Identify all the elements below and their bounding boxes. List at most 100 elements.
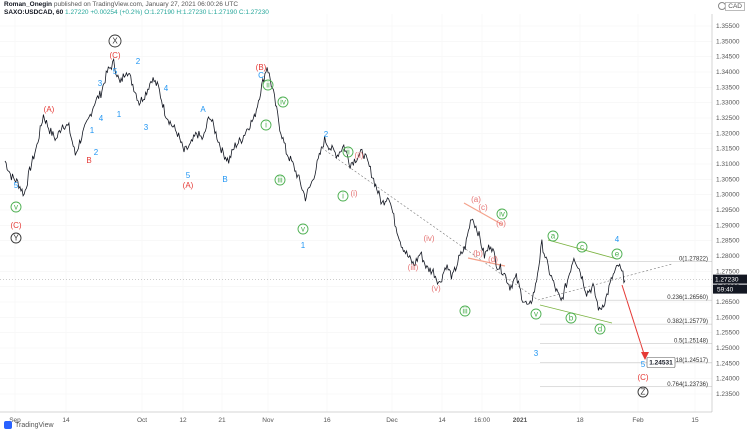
wave-circle-label: i [342,192,344,201]
wave-label: (c) [478,203,488,212]
wave-label: (A) [183,181,194,190]
wave-circle [342,146,354,158]
fib-label: 0.236(1.26560) [667,295,708,301]
x-tick-label: 21 [218,417,226,424]
fib-label: 0.618(1.24517) [667,358,708,364]
x-tick-label: 16:00 [474,417,491,424]
wave-label: 4 [99,114,104,123]
y-tick-label: 1.24000 [716,376,740,383]
y-tick-label: 1.26000 [716,314,740,321]
publish-info: published on TradingView.com, January 27… [53,1,239,8]
y-tick-label: 1.33000 [716,100,740,107]
wave-circle-label: iv [280,98,286,107]
x-tick-label: Nov [262,417,274,424]
orange-line-lower [467,257,506,267]
x-tick-label: 14 [62,417,70,424]
x-tick-label: Feb [632,417,644,424]
projection-arrow [621,284,646,358]
wave-circle [611,248,623,260]
wave-label: C [258,71,264,80]
wave-label: 3 [98,79,103,88]
last-price-text: 1.27230 [715,277,739,284]
countdown-badge [713,284,747,294]
x-axis: Sep 14 Oct 12 21 Nov 16 Dec 14 16:00 2021 18 Feb 15 [9,417,699,424]
wave-circle-label: v [301,225,305,234]
wave-circle-label: v [14,203,18,212]
wave-circle-label: Z [641,388,646,397]
wave-circle [459,305,471,317]
last-price-badge [713,274,747,284]
wave-circle-label: ii [266,81,270,90]
wave-circle [547,230,559,242]
price-badges: 1.27230 59:40 1.24531 [646,274,747,368]
symbol-line: SAXO:USDCAD, 60 1.27220 +0.00254 (+0.2%)… [4,9,269,16]
wave-label: 1 [301,241,306,250]
fib-levels: 0(1.27822) 0.236(1.26560) 0.382(1.25779) 0.… [540,256,712,388]
wave-circle-label: Y [13,234,19,243]
wave-label: 3 [144,123,149,132]
wave-label: 1 [117,110,122,119]
x-tick-label: 15 [691,417,699,424]
y-tick-label: 1.35500 [716,23,740,30]
currency-badge: CAD [725,2,745,11]
y-tick-label: 1.28500 [716,238,740,245]
y-tick-label: 1.29000 [716,222,740,229]
price-series-line [4,57,626,311]
x-tick-label: 18 [576,417,584,424]
y-tick-label: 1.33500 [716,84,740,91]
x-tick-label: 12 [179,417,187,424]
wave-circle-label: b [569,314,574,323]
wave-label: (B) [256,63,267,72]
y-tick-label: 1.23500 [716,391,740,398]
wave-circle [530,308,542,320]
wave-circle-label: i [265,121,267,130]
wave-circle-label: X [112,37,118,46]
wave-circle [565,312,577,324]
price-label-text: 1.24531 [649,359,673,366]
wave-circle-label: iii [277,176,283,185]
wave-label: (v) [431,284,441,293]
countdown-text: 59:40 [717,287,734,294]
wave-label: (i) [350,189,357,198]
wave-label: 2 [94,148,99,157]
wave-circle-label: a [551,232,556,241]
wave-label: (iv) [423,234,434,243]
wave-circle [277,96,289,108]
fib-label: 0.5(1.25148) [674,338,708,344]
wave-label: 4 [615,235,620,244]
wave-label: (iii) [408,263,419,272]
wave-circle-label: ii [346,148,350,157]
wave-label: (d) [488,255,498,264]
fib-label: 0.382(1.25779) [667,319,708,325]
y-tick-label: 1.25000 [716,345,740,352]
wave-circle-label: e [615,250,620,259]
wave-circle [496,208,508,220]
wave-label: 5 [113,67,118,76]
wave-label: 4 [164,84,169,93]
x-tick-label: 14 [438,417,446,424]
y-tick-label: 1.26500 [716,299,740,306]
tradingview-logo-icon [4,421,12,429]
wave-circle [337,190,349,202]
x-tick-label: 16 [323,417,331,424]
y-tick-label: 1.32000 [716,130,740,137]
wave-labels: (A)B1432(C)52134A5(A)B(B)C215(C)(ii)(i)(… [10,34,649,398]
wave-circle-label: d [598,325,602,334]
y-tick-label: 1.31000 [716,161,740,168]
footer-brand: TradingView [15,421,54,429]
fib-label: 0.764(1.23736) [667,382,708,388]
wave-circle-label: iii [462,307,468,316]
y-tick-label: 1.27500 [716,268,740,275]
y-tick-label: 1.34000 [716,69,740,76]
x-tick-label: 2021 [513,417,528,424]
publisher-line: Roman_Onegin published on TradingView.co… [4,1,238,8]
wave-label: (e) [496,219,506,228]
wave-label: (C) [637,373,648,382]
y-tick-label: 1.24500 [716,360,740,367]
x-tick-label: Dec [386,417,398,424]
triangle-lower-line [539,304,613,324]
wave-label: 2 [136,57,141,66]
wave-circle-label: c [580,243,584,252]
wave-label: 2 [324,130,329,139]
